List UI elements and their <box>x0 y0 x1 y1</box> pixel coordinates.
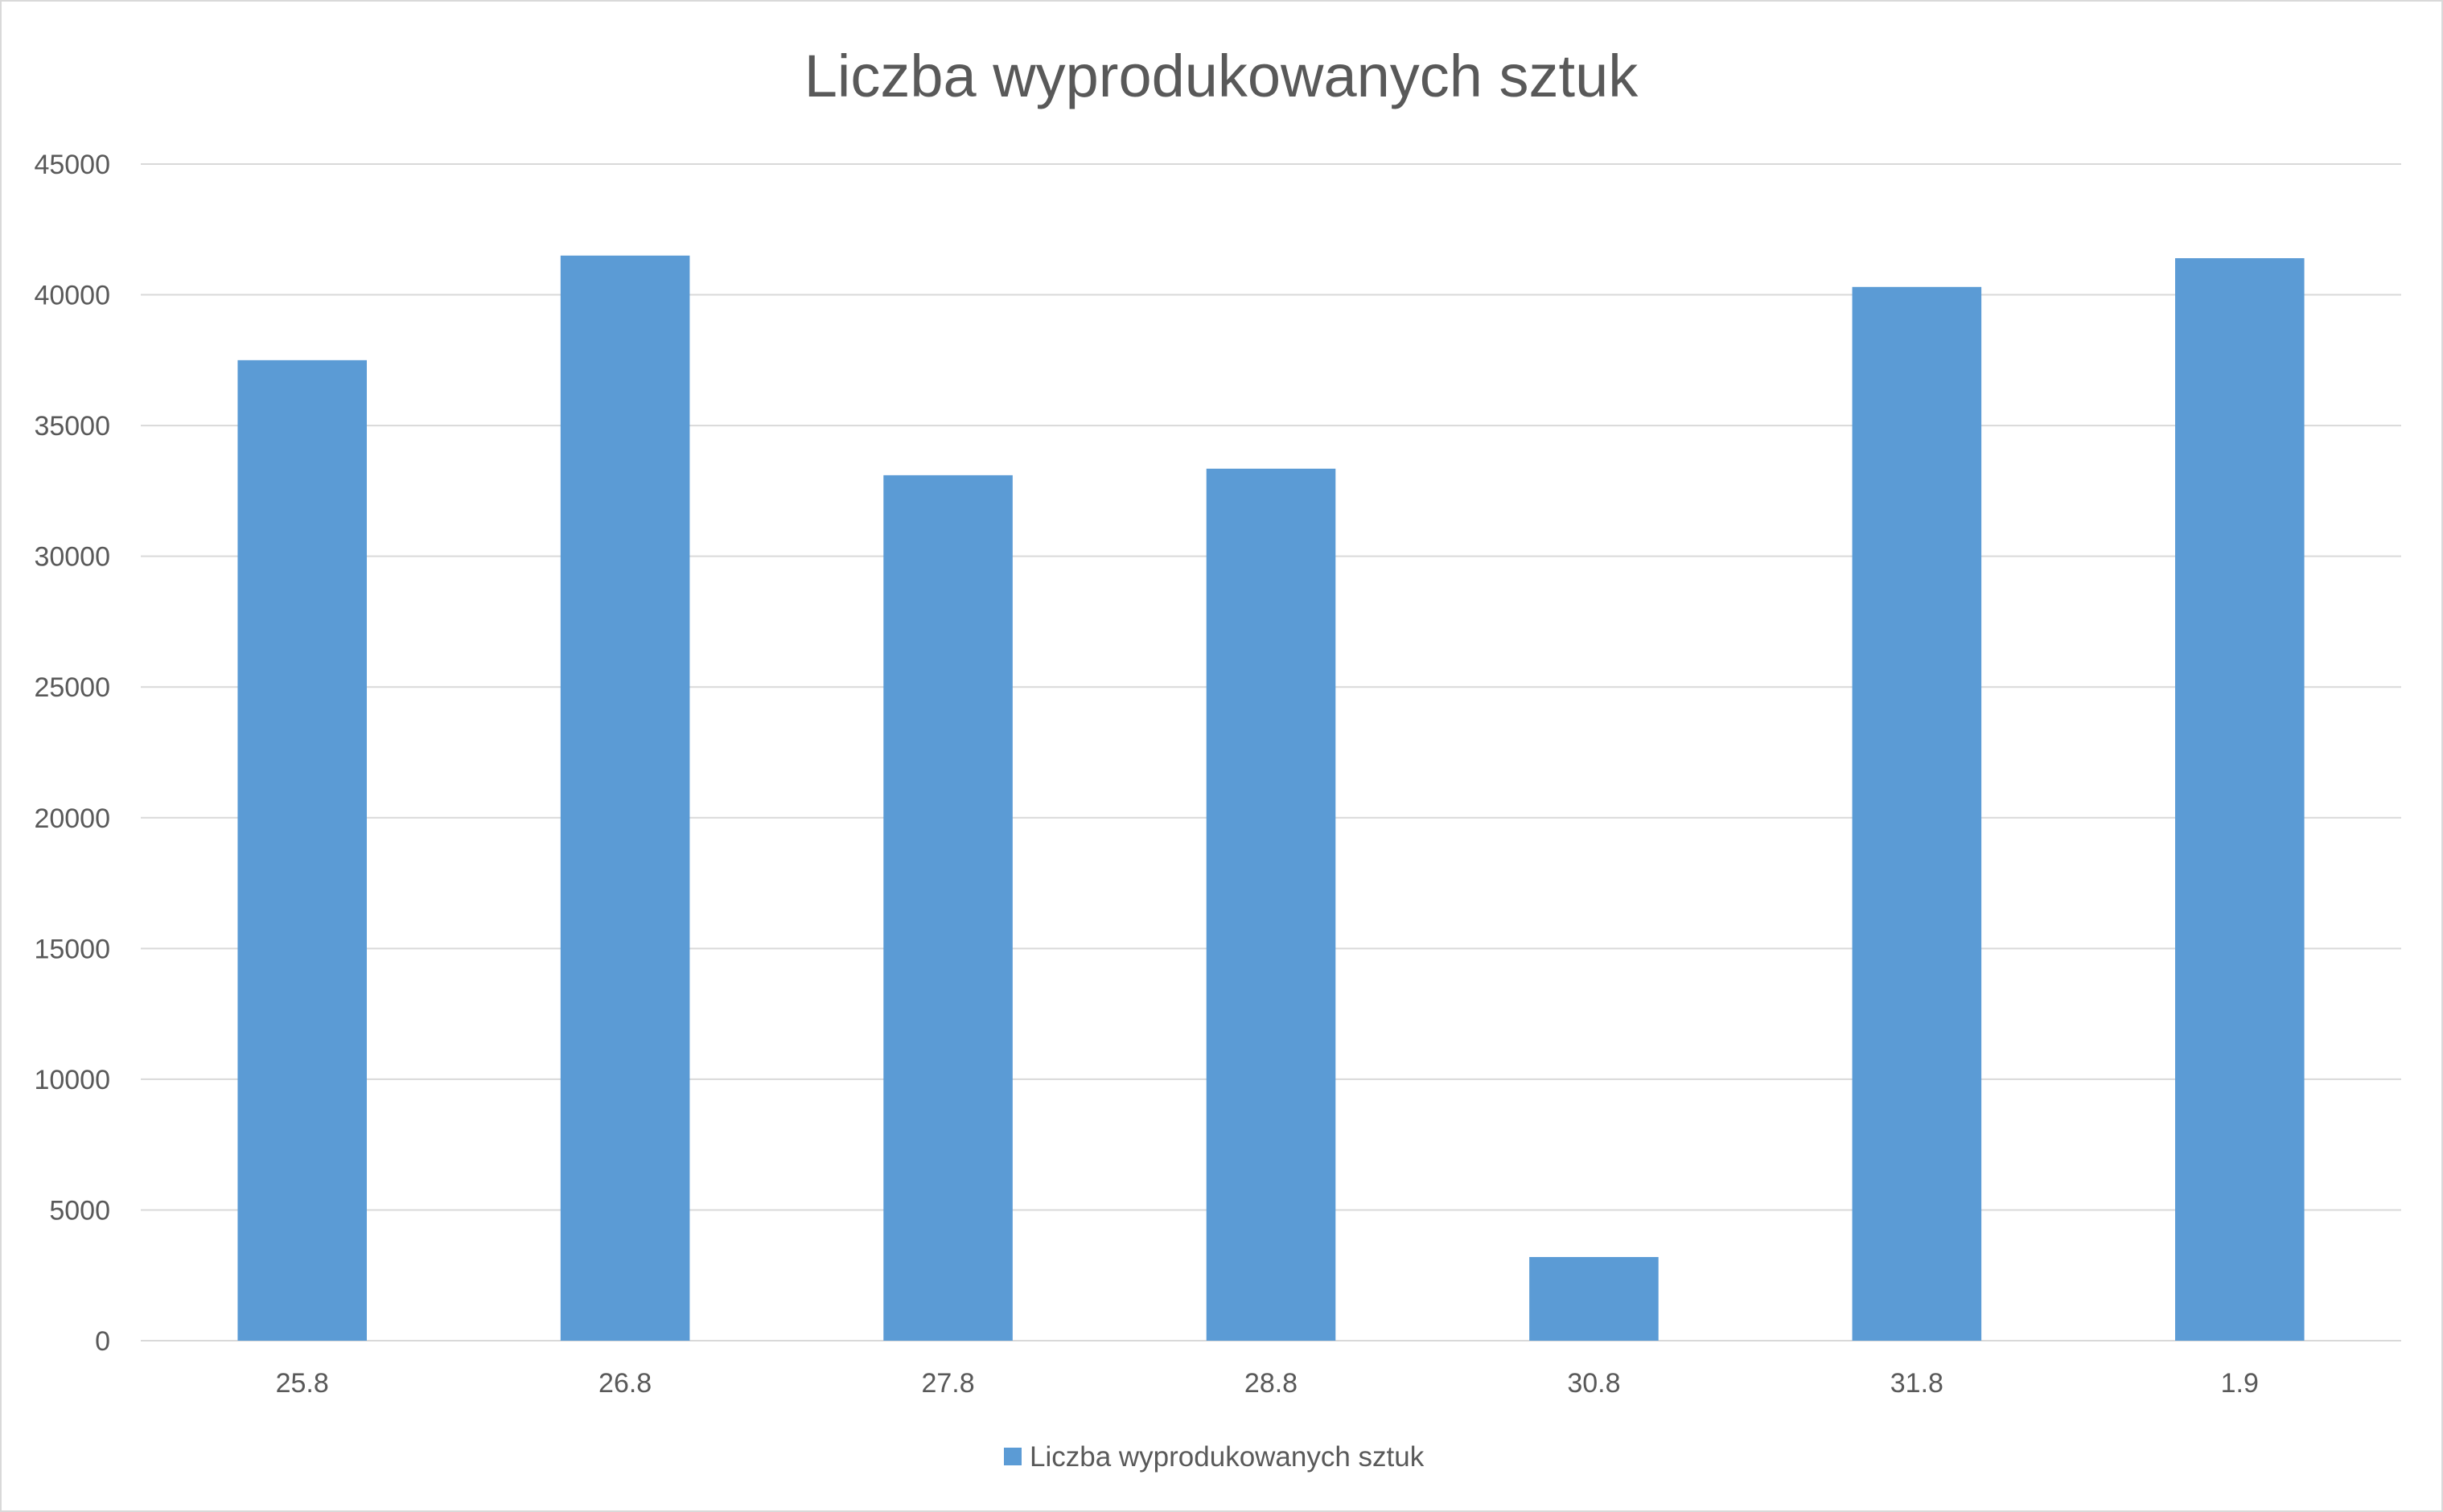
bar <box>2175 258 2305 1341</box>
legend-swatch <box>1004 1448 1022 1465</box>
bar <box>560 255 690 1341</box>
y-tick-label: 45000 <box>34 150 110 180</box>
y-tick-label: 0 <box>95 1326 110 1357</box>
x-tick-label: 27.8 <box>921 1368 974 1399</box>
x-axis: 25.8 26.8 27.8 28.8 30.8 31.8 1.9 <box>276 1368 2259 1399</box>
chart-title: Liczba wyprodukowanych sztuk <box>804 43 1639 109</box>
y-axis: 0 5000 10000 15000 20000 25000 30000 35000 40000… <box>34 150 110 1357</box>
y-tick-label: 10000 <box>34 1065 110 1095</box>
bars <box>237 255 2305 1341</box>
x-tick-label: 1.9 <box>2221 1368 2259 1399</box>
y-tick-label: 35000 <box>34 411 110 442</box>
bar <box>1852 286 1982 1341</box>
bar <box>1529 1256 1659 1341</box>
legend: Liczba wyprodukowanych sztuk <box>1004 1441 1425 1473</box>
bar <box>883 475 1013 1341</box>
y-tick-label: 5000 <box>49 1195 110 1226</box>
y-tick-label: 15000 <box>34 934 110 964</box>
x-tick-label: 25.8 <box>276 1368 329 1399</box>
y-tick-label: 30000 <box>34 542 110 573</box>
y-tick-label: 25000 <box>34 672 110 703</box>
bar <box>1206 468 1336 1341</box>
x-tick-label: 26.8 <box>598 1368 652 1399</box>
x-tick-label: 30.8 <box>1567 1368 1620 1399</box>
gridlines <box>141 163 2401 1341</box>
x-tick-label: 28.8 <box>1244 1368 1298 1399</box>
legend-label: Liczba wyprodukowanych sztuk <box>1030 1441 1425 1473</box>
y-tick-label: 20000 <box>34 803 110 834</box>
bar <box>237 360 367 1341</box>
y-tick-label: 40000 <box>34 281 110 311</box>
x-tick-label: 31.8 <box>1890 1368 1943 1399</box>
